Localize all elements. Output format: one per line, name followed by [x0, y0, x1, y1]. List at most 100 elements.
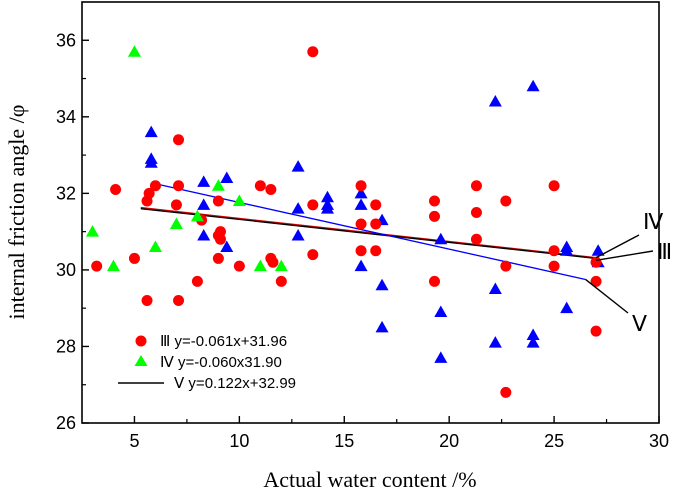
- point-v: [560, 244, 574, 256]
- point-iii: [428, 195, 440, 207]
- point-iii: [128, 252, 140, 264]
- legend-marker-iii: [135, 335, 147, 347]
- point-iii: [254, 180, 266, 192]
- point-iv: [106, 259, 120, 272]
- point-iii: [267, 256, 279, 268]
- point-v: [434, 351, 448, 363]
- point-iv: [169, 217, 183, 229]
- point-iv: [190, 209, 204, 222]
- point-v: [144, 156, 158, 168]
- y-tick-label: 34: [56, 107, 76, 127]
- point-iv: [274, 259, 288, 272]
- point-iii: [590, 256, 602, 268]
- point-iii: [307, 46, 319, 58]
- point-iii: [212, 252, 224, 264]
- point-v: [488, 95, 502, 107]
- point-iii: [265, 184, 277, 196]
- annotation-arrow: [585, 278, 629, 314]
- point-iii: [428, 275, 440, 287]
- point-iii: [370, 218, 382, 230]
- annotation-arrow: [595, 234, 640, 259]
- point-v: [220, 171, 234, 184]
- annotation-arrow: [595, 250, 654, 262]
- point-iii: [307, 249, 319, 261]
- point-iii: [590, 325, 602, 337]
- point-iii: [149, 180, 161, 192]
- point-v: [197, 198, 211, 210]
- point-iv: [127, 45, 141, 57]
- point-iii: [500, 260, 512, 272]
- point-v: [320, 190, 334, 203]
- x-tick-label: 30: [649, 431, 669, 451]
- point-v: [291, 160, 305, 172]
- point-v: [354, 259, 368, 272]
- point-v: [375, 278, 389, 291]
- legend-label-iv: Ⅳ y=-0.060x31.90: [160, 354, 282, 371]
- point-iii: [355, 180, 367, 192]
- point-iii: [307, 199, 319, 211]
- point-iii: [470, 233, 482, 245]
- annotations: Ⅳ Ⅲ Ⅴ: [585, 209, 672, 336]
- x-tick-label: 20: [439, 431, 459, 451]
- y-tick-label: 36: [56, 30, 76, 50]
- point-iii: [173, 295, 185, 307]
- point-iii: [170, 199, 182, 211]
- y-tick-label: 30: [56, 260, 76, 280]
- point-iii: [233, 260, 245, 272]
- x-tick-label: 10: [229, 431, 249, 451]
- point-v: [560, 301, 574, 314]
- point-iii: [191, 275, 203, 287]
- point-iii: [470, 207, 482, 218]
- point-v: [197, 228, 211, 241]
- point-iii: [173, 180, 185, 192]
- point-iii: [470, 180, 482, 192]
- legend-marker-iv: [134, 355, 148, 366]
- point-iii: [428, 210, 440, 222]
- point-v: [526, 79, 540, 92]
- point-v: [375, 320, 389, 333]
- point-v: [320, 202, 334, 214]
- point-v: [488, 282, 502, 295]
- point-iii: [275, 275, 287, 287]
- point-v: [291, 202, 305, 214]
- point-iii: [548, 260, 560, 272]
- fit-line-iii: [140, 206, 597, 259]
- point-iii: [500, 386, 512, 398]
- point-iii: [370, 245, 382, 257]
- point-v: [526, 336, 540, 348]
- x-tick-label: 25: [544, 431, 564, 451]
- annotation-label-v: Ⅴ: [632, 311, 647, 336]
- x-tick-label: 15: [334, 431, 354, 451]
- point-v: [591, 244, 605, 256]
- y-tick-label: 28: [56, 336, 76, 356]
- point-iii: [355, 218, 367, 230]
- legend-label-iii: Ⅲ y=-0.061x+31.96: [160, 333, 287, 350]
- point-iii: [548, 245, 560, 257]
- point-v: [354, 186, 368, 199]
- point-iv: [211, 179, 225, 191]
- x-axis-title: Actual water content /%: [263, 467, 476, 492]
- point-iii: [173, 134, 185, 146]
- fit-line-v: [155, 183, 586, 281]
- fit-line-iv: [140, 208, 597, 260]
- point-v: [488, 336, 502, 348]
- point-v: [220, 240, 234, 252]
- point-v: [291, 228, 305, 241]
- fit-lines: [140, 183, 597, 281]
- point-iii: [500, 195, 512, 207]
- legend: Ⅲ y=-0.061x+31.96 Ⅳ y=-0.060x31.90 Ⅴ y=0…: [118, 333, 296, 392]
- x-tick-label: 5: [129, 431, 139, 451]
- point-v: [197, 175, 211, 187]
- point-iii: [370, 199, 382, 211]
- point-iii: [212, 195, 224, 207]
- point-iii: [214, 226, 226, 238]
- point-iii: [143, 187, 155, 199]
- point-v: [354, 198, 368, 210]
- point-iii: [355, 245, 367, 257]
- data-points: [85, 45, 605, 398]
- point-v: [144, 125, 158, 138]
- point-iv: [85, 225, 99, 237]
- y-tick-label: 32: [56, 183, 76, 203]
- axis-ticks: 5 10 15 20 25 30 26 28 30 32 34 36: [56, 30, 669, 451]
